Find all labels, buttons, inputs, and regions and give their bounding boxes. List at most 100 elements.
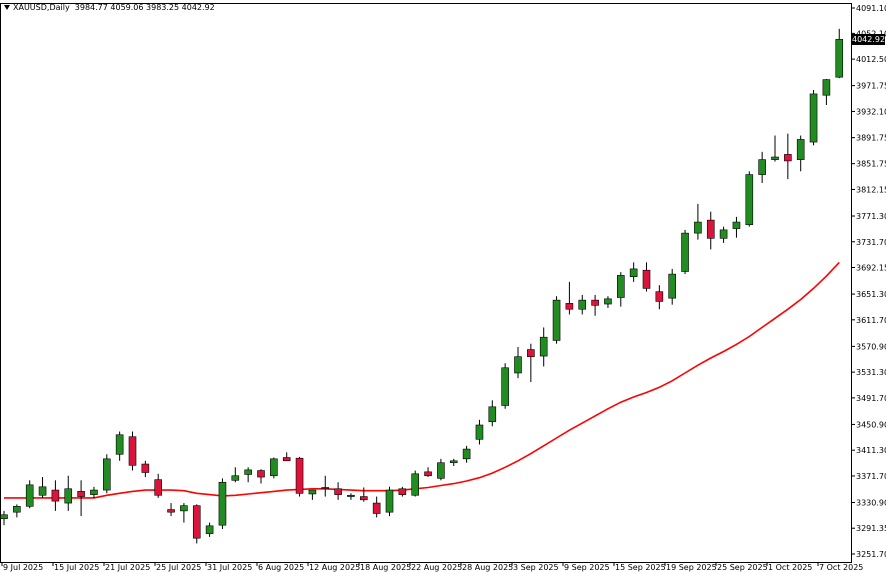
candle-body — [90, 489, 98, 495]
candle — [13, 504, 21, 518]
candle — [475, 419, 484, 445]
candle-body — [784, 154, 792, 162]
ohlc-values: 3984.77 4059.06 3983.25 4042.92 — [74, 3, 215, 12]
current-price-label: 4042.92 — [852, 34, 886, 45]
candle-body — [154, 479, 162, 496]
candle-body — [180, 505, 188, 512]
candle — [141, 460, 150, 478]
candle — [462, 445, 471, 463]
candle — [167, 503, 175, 517]
candle-body — [578, 299, 587, 310]
candle — [539, 327, 548, 367]
price-tick-label: 3411.30 — [856, 446, 886, 455]
candle — [604, 296, 612, 308]
candle-body — [591, 299, 599, 306]
candle-body — [0, 514, 8, 519]
candle-body — [205, 525, 214, 534]
candle-body — [38, 486, 47, 496]
price-tick-label: 3251.70 — [856, 550, 886, 559]
candles-layer — [0, 28, 844, 544]
date-tick-label: 9 Sep 2025 — [564, 563, 610, 572]
date-tick-label: 25 Sep 2025 — [717, 563, 768, 572]
candle — [295, 456, 304, 497]
candle — [784, 133, 792, 180]
candle-body — [488, 406, 497, 423]
candle-body — [25, 484, 34, 507]
date-tick-label: 25 Jul 2025 — [156, 563, 201, 572]
candle-body — [475, 424, 484, 440]
candle-body — [51, 489, 60, 502]
candle-body — [347, 494, 355, 497]
price-tick-label: 3932.10 — [856, 107, 886, 116]
price-tick-label: 4012.50 — [856, 55, 886, 64]
plot-frame — [0, 3, 852, 563]
candle-body — [192, 505, 201, 539]
moving-average-line — [4, 261, 840, 499]
candle — [411, 470, 420, 497]
candle-body — [115, 434, 124, 455]
candle — [835, 28, 844, 79]
candle — [103, 454, 111, 494]
candle-body — [103, 458, 111, 491]
candle — [591, 294, 599, 316]
candle — [359, 487, 368, 502]
candle-body — [372, 502, 381, 514]
candle-body — [295, 457, 304, 494]
candle — [205, 522, 214, 537]
date-tick-label: 6 Aug 2025 — [258, 563, 304, 572]
candle — [38, 477, 47, 498]
price-tick-label: 3771.30 — [856, 212, 886, 221]
candle-body — [719, 229, 728, 239]
candle-body — [257, 470, 265, 478]
candle — [0, 510, 8, 526]
candle — [488, 400, 497, 427]
collapse-triangle-icon[interactable] — [4, 5, 10, 10]
candle-body — [629, 268, 638, 278]
candle — [347, 493, 355, 500]
candle — [552, 296, 561, 344]
candle-body — [501, 367, 509, 406]
price-tick-label: 3570.90 — [856, 342, 886, 351]
price-tick-label: 3491.70 — [856, 394, 886, 403]
candle — [449, 458, 458, 466]
candle — [796, 135, 805, 172]
date-tick-label: 28 Aug 2025 — [462, 563, 513, 572]
candle — [642, 262, 651, 292]
candle — [771, 135, 779, 162]
candle — [128, 431, 137, 471]
candle-body — [462, 448, 471, 460]
candle — [822, 78, 831, 105]
candle-body — [732, 221, 741, 229]
date-tick-label: 1 Oct 2025 — [768, 563, 812, 572]
candle-body — [796, 139, 805, 160]
date-tick-label: 15 Jul 2025 — [54, 563, 99, 572]
price-tick-label: 3731.70 — [856, 238, 886, 247]
candle-body — [308, 489, 317, 495]
candle — [180, 503, 188, 523]
time-axis: 9 Jul 2025 15 Jul 2025 21 Jul 2025 25 Jul 2… — [1, 562, 863, 572]
candle — [231, 467, 240, 483]
price-axis: 4091.10 4052.10 4012.50 3971.75 3932.10 3891.… — [851, 4, 886, 559]
candle — [668, 268, 677, 305]
candle — [681, 229, 689, 275]
candle — [655, 285, 664, 310]
date-tick-label: 15 Sep 2025 — [615, 563, 666, 572]
date-tick-label: 19 Sep 2025 — [666, 563, 717, 572]
candle-body — [809, 93, 818, 143]
candle — [154, 473, 162, 498]
candle — [90, 486, 98, 498]
candle-body — [128, 436, 137, 466]
price-tick-label: 3651.30 — [856, 290, 886, 299]
candle-body — [771, 156, 779, 160]
candle-body — [514, 356, 522, 374]
date-tick-label: 18 Aug 2025 — [360, 563, 411, 572]
price-tick-label: 4052.10 — [856, 29, 886, 38]
price-tick-label: 3812.15 — [856, 185, 886, 194]
candle — [398, 486, 407, 497]
candle-body — [270, 458, 278, 477]
candle — [694, 203, 702, 240]
candle — [745, 171, 754, 227]
price-tick-label: 3371.70 — [856, 472, 886, 481]
candle — [565, 281, 574, 315]
candle — [732, 216, 741, 238]
